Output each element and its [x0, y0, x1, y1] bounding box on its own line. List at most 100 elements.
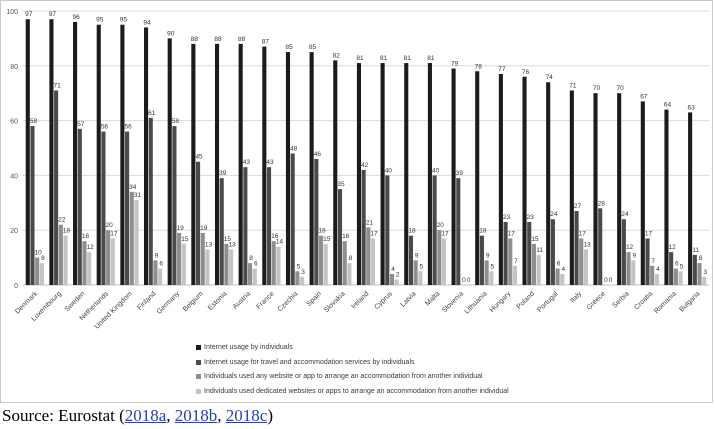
- bar: [224, 243, 229, 285]
- bar: [555, 268, 560, 285]
- data-label: 45: [195, 154, 203, 161]
- legend-label: Internet usage by individuals: [204, 343, 293, 351]
- data-label: 58: [172, 118, 180, 125]
- source-separator: ,: [166, 406, 175, 425]
- data-label: 90: [167, 30, 175, 37]
- bar: [673, 268, 678, 285]
- bar: [120, 24, 125, 285]
- bar: [593, 93, 598, 285]
- data-label: 78: [475, 63, 483, 70]
- data-label: 58: [30, 118, 38, 125]
- data-label: 57: [77, 121, 85, 128]
- data-label: 71: [54, 82, 62, 89]
- data-label: 43: [266, 159, 274, 166]
- data-label: 79: [451, 61, 459, 68]
- data-label: 0: [604, 277, 608, 284]
- data-label: 5: [297, 263, 301, 270]
- x-tick-label: Sweden: [64, 290, 87, 313]
- bar: [503, 221, 508, 285]
- x-tick-label: Slovakia: [323, 290, 347, 314]
- source-link-2018a[interactable]: 2018a: [124, 406, 167, 425]
- bar: [318, 235, 324, 285]
- bar: [475, 71, 480, 285]
- bar: [205, 249, 210, 285]
- bar: [177, 232, 182, 285]
- bar: [527, 221, 532, 285]
- data-label: 96: [72, 14, 80, 21]
- bar: [248, 263, 253, 285]
- bar: [35, 257, 40, 285]
- legend-label: Internet usage for travel and accommodat…: [204, 358, 415, 366]
- data-label: 17: [110, 230, 118, 237]
- bar: [569, 90, 574, 286]
- x-tick-label: Spain: [305, 290, 323, 308]
- data-label: 15: [181, 236, 189, 243]
- source-link-2018c[interactable]: 2018c: [225, 406, 268, 425]
- bar: [583, 249, 588, 285]
- data-label: 18: [408, 228, 416, 235]
- source-link-2018b[interactable]: 2018b: [174, 406, 218, 425]
- bar: [200, 232, 205, 285]
- x-tick-label: Lithuania: [464, 290, 489, 315]
- bar: [219, 178, 224, 285]
- bar: [87, 252, 92, 285]
- x-tick-label: Latvia: [400, 290, 418, 308]
- bar: [508, 238, 513, 285]
- bar: [49, 19, 54, 285]
- data-label: 70: [593, 85, 601, 92]
- data-label: 95: [96, 17, 104, 24]
- data-label: 20: [437, 222, 445, 229]
- data-label: 77: [498, 66, 506, 73]
- bar: [432, 175, 437, 285]
- data-label: 48: [290, 145, 298, 152]
- bar: [300, 276, 305, 285]
- bar: [158, 268, 163, 285]
- bar: [25, 19, 30, 285]
- bar: [309, 52, 314, 285]
- bar: [191, 43, 196, 285]
- data-label: 3: [301, 269, 305, 276]
- x-tick-label: Greece: [586, 290, 607, 311]
- data-label: 56: [124, 124, 132, 131]
- bar: [361, 169, 366, 285]
- y-tick-label: 40: [10, 173, 18, 180]
- data-label: 12: [626, 244, 634, 251]
- bar: [451, 68, 456, 285]
- data-label: 15: [531, 236, 539, 243]
- data-label: 2: [396, 272, 400, 279]
- data-label: 5: [680, 263, 684, 270]
- data-label: 9: [155, 252, 159, 259]
- bar: [380, 63, 385, 286]
- data-label: 10: [35, 250, 43, 257]
- data-label: 94: [143, 19, 151, 26]
- data-label: 67: [640, 93, 648, 100]
- data-label: 6: [557, 261, 561, 268]
- data-label: 18: [479, 228, 487, 235]
- x-tick-label: Austria: [232, 290, 252, 310]
- bar: [144, 27, 149, 285]
- x-tick-label: Portugal: [536, 290, 560, 314]
- data-label: 97: [49, 11, 57, 18]
- data-label: 17: [370, 230, 378, 237]
- data-label: 6: [675, 261, 679, 268]
- bar: [314, 158, 319, 285]
- data-label: 18: [318, 228, 326, 235]
- data-label: 97: [25, 11, 33, 18]
- data-label: 81: [404, 55, 412, 62]
- bar: [408, 235, 414, 285]
- data-label: 4: [391, 266, 395, 273]
- bar: [536, 254, 541, 285]
- data-label: 40: [432, 167, 440, 174]
- data-label: 17: [579, 230, 587, 237]
- x-tick-label: Slovenia: [441, 290, 465, 314]
- data-label: 16: [271, 233, 279, 240]
- bar: [196, 161, 201, 285]
- data-label: 39: [456, 170, 464, 177]
- data-label: 11: [692, 247, 699, 254]
- legend-label: Individuals used any website or app to a…: [204, 373, 483, 381]
- data-label: 34: [129, 184, 137, 191]
- bar: [229, 249, 234, 285]
- y-tick-label: 80: [10, 64, 18, 71]
- bar: [73, 21, 78, 286]
- bar: [63, 235, 68, 285]
